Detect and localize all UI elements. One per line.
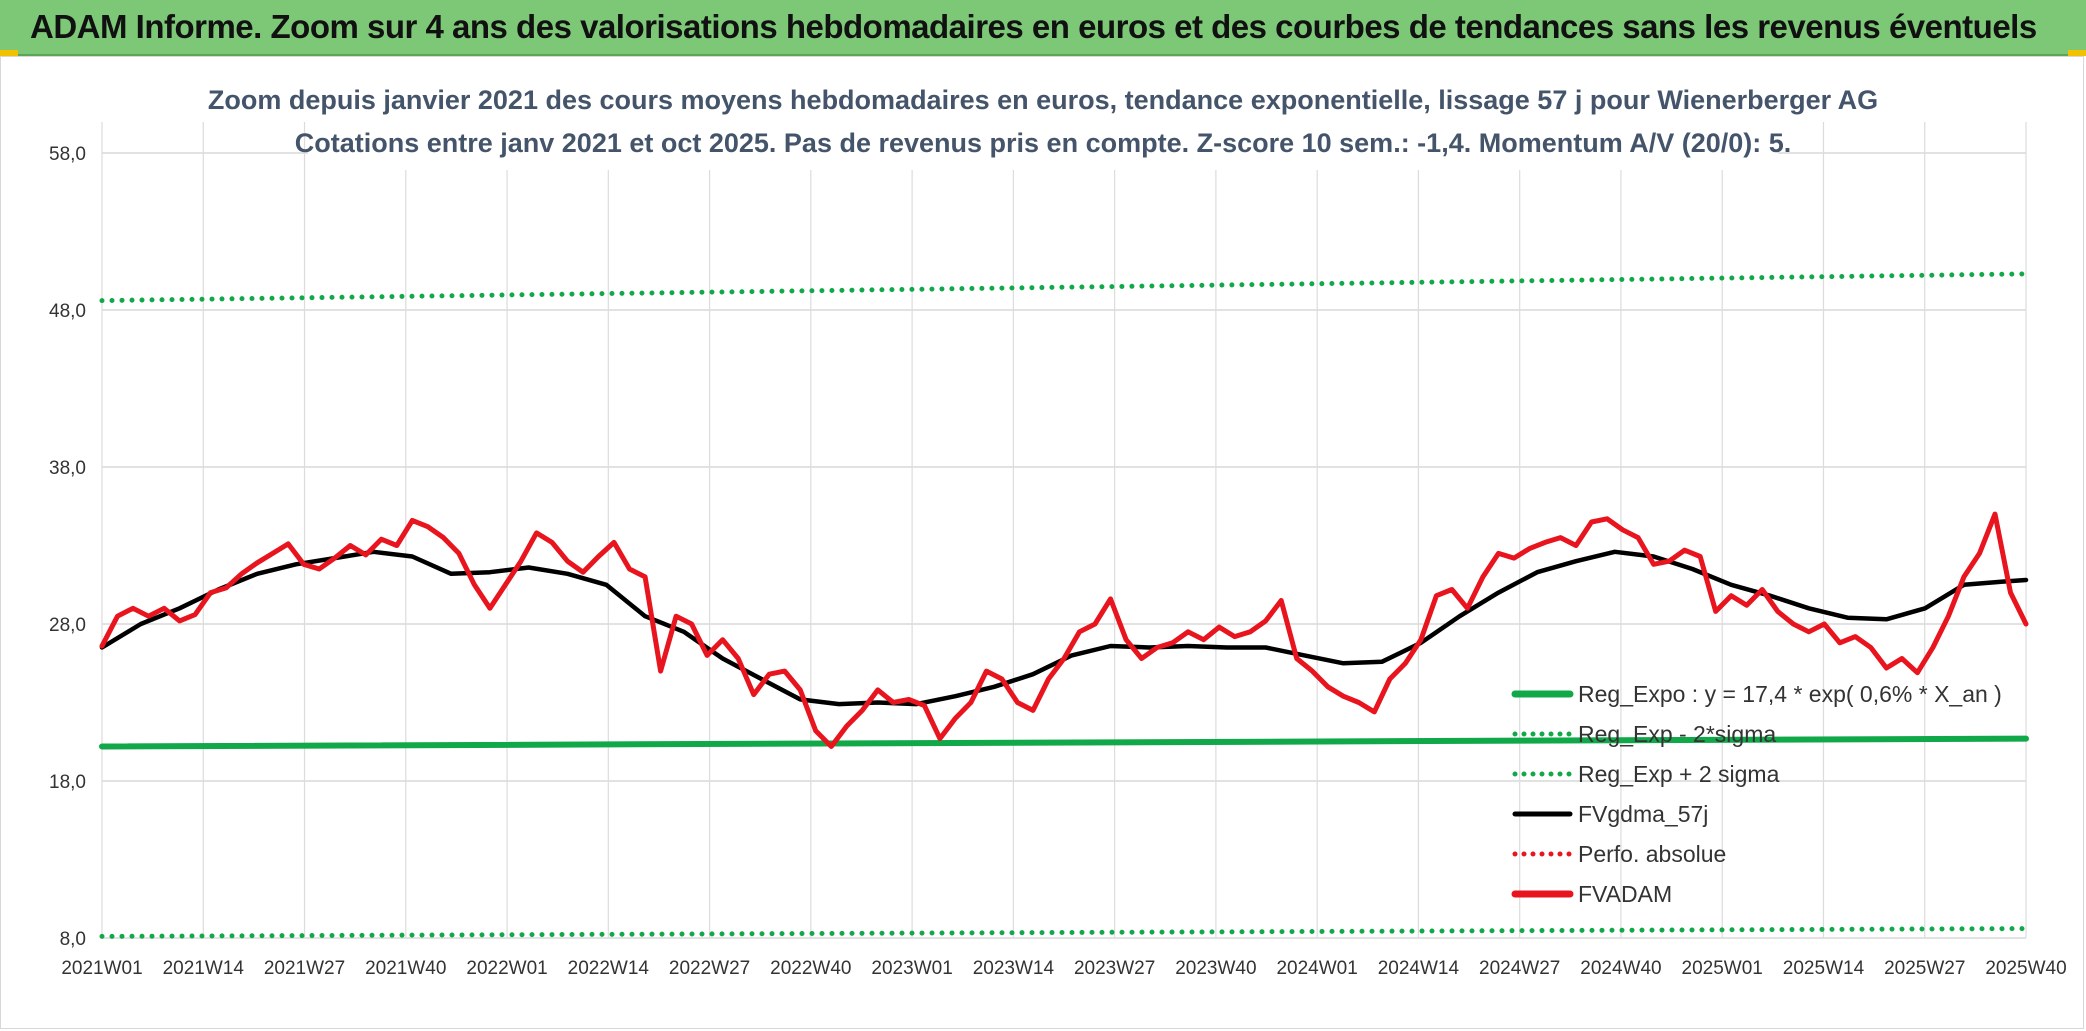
x-axis-ticks: 2021W01 2021W14 2021W27 2021W40 2022W01 2022W… [61,958,2066,979]
banner-accent-left [0,50,18,56]
x-tick-label: 2024W27 [1479,958,1560,979]
y-tick-label: 18,0 [49,772,86,793]
legend-label: Reg_Exp - 2*sigma [1578,721,1776,747]
series-line-0 [99,735,2029,750]
x-tick-label: 2021W40 [365,958,446,979]
series-line-2 [99,271,2029,304]
legend-label: FVADAM [1578,881,1672,907]
subtitle-backdrop [308,78,1778,170]
series-line-5 [99,511,2029,749]
chart-subtitle-line-2: Cotations entre janv 2021 et oct 2025. P… [295,128,1792,158]
banner-title: ADAM Informe. Zoom sur 4 ans des valoris… [30,8,2037,45]
x-tick-label: 2022W14 [568,958,650,979]
x-tick-label: 2021W27 [264,958,345,979]
legend: Reg_Expo : y = 17,4 * exp( 0,6% * X_an )… [1511,681,2002,907]
series-layer [99,271,2029,939]
x-tick-label: 2025W01 [1682,958,1763,979]
y-tick-label: 58,0 [49,144,86,165]
x-tick-label: 2023W27 [1074,958,1155,979]
title-banner: ADAM Informe. Zoom sur 4 ans des valoris… [0,0,2086,56]
x-tick-label: 2023W14 [973,958,1055,979]
x-tick-label: 2023W40 [1175,958,1256,979]
y-tick-label: 38,0 [49,458,86,479]
legend-label: Reg_Expo : y = 17,4 * exp( 0,6% * X_an ) [1578,681,2002,707]
y-axis-ticks: 8,0 18,0 28,0 38,0 48,0 58,0 [49,144,86,950]
x-tick-label: 2021W01 [61,958,142,979]
y-tick-label: 48,0 [49,301,86,322]
grid-layer [101,122,2027,939]
x-tick-label: 2022W27 [669,958,750,979]
series-line-1 [99,926,2029,939]
x-tick-label: 2023W01 [871,958,952,979]
x-tick-label: 2024W40 [1580,958,1661,979]
x-tick-label: 2025W40 [1985,958,2066,979]
x-tick-label: 2025W27 [1884,958,1965,979]
x-tick-label: 2024W14 [1378,958,1460,979]
y-tick-label: 28,0 [49,615,86,636]
legend-label: Reg_Exp + 2 sigma [1578,761,1780,787]
chart-subtitle-line-1: Zoom depuis janvier 2021 des cours moyen… [208,85,1878,115]
banner-accent-right [2068,50,2086,56]
x-tick-label: 2022W01 [466,958,547,979]
x-tick-label: 2024W01 [1276,958,1357,979]
series-line-3 [99,549,2029,707]
legend-label: FVgdma_57j [1578,801,1708,827]
chart-frame [0,56,2084,1029]
x-tick-label: 2022W40 [770,958,851,979]
x-tick-label: 2021W14 [163,958,245,979]
x-tick-label: 2025W14 [1783,958,1865,979]
legend-label: Perfo. absolue [1578,841,1726,867]
y-tick-label: 8,0 [60,929,86,950]
